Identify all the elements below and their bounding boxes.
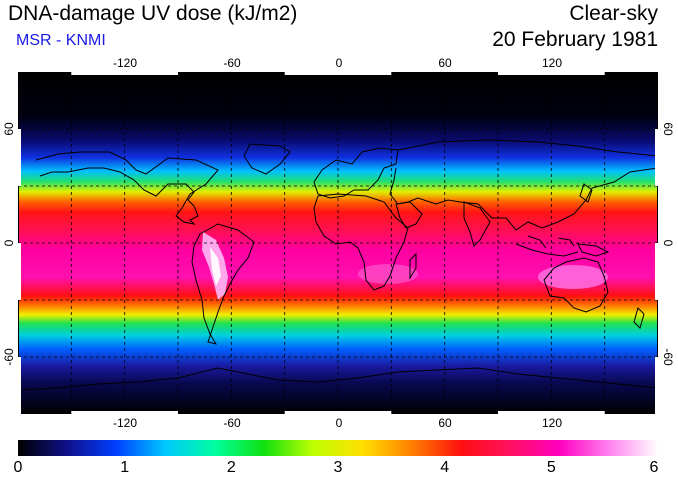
- lat-tick-right: 0: [661, 239, 675, 247]
- lon-tick-bottom: 60: [438, 416, 452, 430]
- coastline-madagascar: [409, 252, 417, 280]
- coastline-australia: [543, 257, 609, 313]
- lon-tick-bottom: -120: [112, 416, 138, 430]
- lat-tick-left: 60: [2, 122, 16, 136]
- lon-tick-top: 60: [438, 56, 452, 70]
- coastline-south-america: [191, 223, 255, 345]
- lon-tick-top: -120: [112, 56, 138, 70]
- lon-tick-top: -60: [223, 56, 241, 70]
- sky-condition-label: Clear-sky: [569, 2, 658, 25]
- lon-tick-top: 120: [541, 56, 563, 70]
- colorbar-tick: 4: [440, 459, 450, 476]
- africa-high-dose: [358, 264, 418, 284]
- frame-ticks: [18, 72, 658, 414]
- coastline-greenland: [243, 143, 291, 175]
- lat-tick-right: -60: [661, 348, 675, 366]
- colorbar-tick: 6: [649, 459, 659, 476]
- colorbar: [18, 440, 658, 456]
- coastline-europe: [313, 147, 399, 199]
- coastline-indonesia: [515, 235, 579, 257]
- graticule: [18, 72, 658, 414]
- lat-tick-right: 60: [661, 122, 675, 136]
- lat-tick-left: -60: [2, 348, 16, 366]
- colorbar-tick: 2: [226, 459, 236, 476]
- coastline-arabia: [395, 201, 423, 229]
- lat-tick-left: 0: [2, 239, 16, 247]
- coastline-new-guinea: [577, 243, 610, 257]
- australia-high-dose: [538, 265, 608, 289]
- coastline-north-america: [35, 151, 219, 225]
- colorbar-tick: 0: [13, 459, 23, 476]
- source-label: MSR - KNMI: [16, 32, 106, 49]
- uv-dose-map: [18, 72, 658, 414]
- lon-tick-bottom: -60: [223, 416, 241, 430]
- map-title: DNA-damage UV dose (kJ/m2): [8, 2, 298, 25]
- colorbar-tick: 1: [120, 459, 130, 476]
- lon-tick-bottom: 0: [335, 416, 343, 430]
- lon-tick-bottom: 120: [541, 416, 563, 430]
- coastline-new-zealand: [633, 307, 645, 329]
- coastline-japan: [579, 183, 593, 203]
- coastline-africa: [313, 193, 409, 291]
- colorbar-tick: 3: [333, 459, 343, 476]
- lon-tick-top: 0: [335, 56, 343, 70]
- colorbar-tick: 5: [546, 459, 556, 476]
- date-label: 20 February 1981: [492, 28, 658, 51]
